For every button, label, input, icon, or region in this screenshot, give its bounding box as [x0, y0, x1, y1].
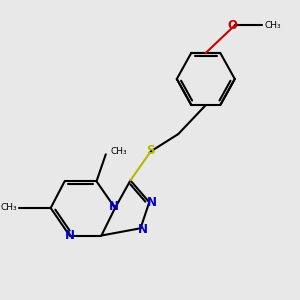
- Text: O: O: [227, 19, 238, 32]
- Text: N: N: [147, 196, 157, 209]
- Text: N: N: [109, 200, 118, 213]
- Text: CH₃: CH₃: [1, 203, 17, 212]
- Text: S: S: [146, 143, 155, 157]
- Text: N: N: [138, 223, 148, 236]
- Text: CH₃: CH₃: [265, 21, 281, 30]
- Text: N: N: [64, 229, 74, 242]
- Text: CH₃: CH₃: [110, 147, 127, 156]
